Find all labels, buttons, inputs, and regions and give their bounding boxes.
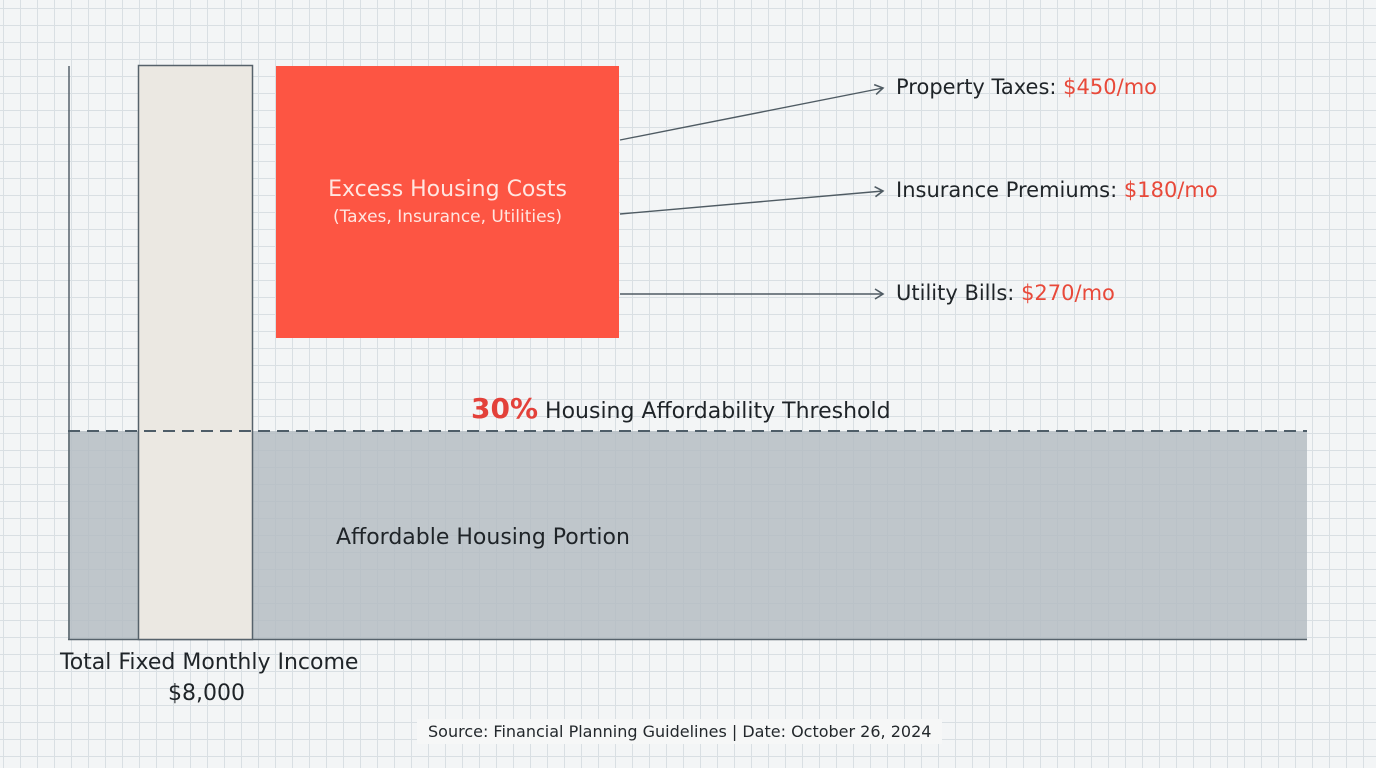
- cost-name: Property Taxes:: [896, 75, 1057, 99]
- source-caption: Source: Financial Planning Guidelines | …: [417, 719, 943, 744]
- cost-name: Utility Bills:: [896, 281, 1015, 305]
- affordable-area: [68, 431, 1307, 639]
- excess-box-title: Excess Housing Costs: [328, 177, 567, 202]
- affordable-portion-label: Affordable Housing Portion: [336, 525, 630, 550]
- threshold-label: 30% Housing Affordability Threshold: [471, 392, 891, 425]
- cost-label-property-taxes: Property Taxes: $450/mo: [896, 75, 1157, 99]
- excess-box-subtitle: (Taxes, Insurance, Utilities): [332, 207, 563, 227]
- income-title: Total Fixed Monthly Income: [60, 650, 359, 675]
- excess-housing-costs-box: Excess Housing Costs (Taxes, Insurance, …: [276, 66, 619, 338]
- income-value: $8,000: [168, 681, 245, 706]
- cost-amount: $270/mo: [1021, 281, 1115, 305]
- cost-label-insurance-premiums: Insurance Premiums: $180/mo: [896, 178, 1218, 202]
- cost-name: Insurance Premiums:: [896, 178, 1118, 202]
- cost-label-utility-bills: Utility Bills: $270/mo: [896, 281, 1115, 305]
- cost-amount: $180/mo: [1123, 178, 1218, 202]
- threshold-text: Housing Affordability Threshold: [545, 399, 891, 424]
- threshold-percent: 30%: [471, 392, 539, 425]
- income-bar: [137, 64, 254, 641]
- arrow-insurance-premiums: [619, 186, 885, 215]
- cost-amount: $450/mo: [1063, 75, 1157, 99]
- arrow-property-taxes: [619, 83, 885, 141]
